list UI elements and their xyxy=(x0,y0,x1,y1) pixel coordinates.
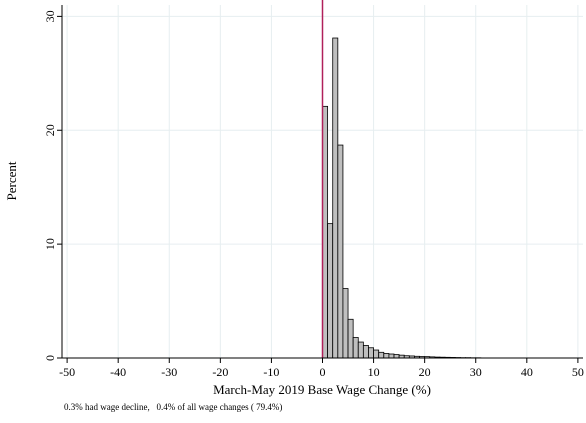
histogram-bar xyxy=(347,318,354,359)
histogram-bar xyxy=(388,353,395,359)
x-tick-label: -20 xyxy=(212,365,228,379)
y-tick-label: 0 xyxy=(43,355,57,361)
x-tick-label: -50 xyxy=(59,365,75,379)
histogram-bar xyxy=(373,349,380,359)
footnote-text: 0.3% had wage decline, 0.4% of all wage … xyxy=(64,402,283,412)
x-tick-label: -40 xyxy=(110,365,126,379)
x-axis-title: March-May 2019 Base Wage Change (%) xyxy=(213,382,431,397)
histogram-bar xyxy=(322,105,329,359)
histogram-bar xyxy=(378,351,385,359)
histogram-bar xyxy=(327,223,334,359)
histogram-bar xyxy=(357,341,364,359)
histogram-bar xyxy=(368,347,374,359)
y-tick-label: 20 xyxy=(43,124,57,136)
histogram-bar xyxy=(362,345,369,359)
x-tick-label: 50 xyxy=(572,365,584,379)
histogram-bar xyxy=(352,337,359,359)
x-tick-label: 30 xyxy=(470,365,482,379)
y-tick-label: 10 xyxy=(43,238,57,250)
y-tick-label: 30 xyxy=(43,10,57,22)
histogram-bar xyxy=(337,144,344,359)
histogram-bar xyxy=(332,37,339,359)
x-tick-label: 40 xyxy=(521,365,533,379)
x-tick-label: 0 xyxy=(320,365,326,379)
y-axis-title: Percent xyxy=(4,161,19,200)
histogram-bar xyxy=(393,354,400,359)
histogram-bar xyxy=(383,353,390,359)
x-tick-label: 10 xyxy=(368,365,380,379)
x-tick-label: -10 xyxy=(263,365,279,379)
y-axis-ticks: 0 10 20 30 xyxy=(43,10,62,361)
x-tick-label: 20 xyxy=(419,365,431,379)
x-axis-ticks: -50 -40 -30 -20 -10 0 10 20 30 40 50 xyxy=(59,358,584,379)
histogram-bar xyxy=(342,288,349,359)
x-tick-label: -30 xyxy=(161,365,177,379)
